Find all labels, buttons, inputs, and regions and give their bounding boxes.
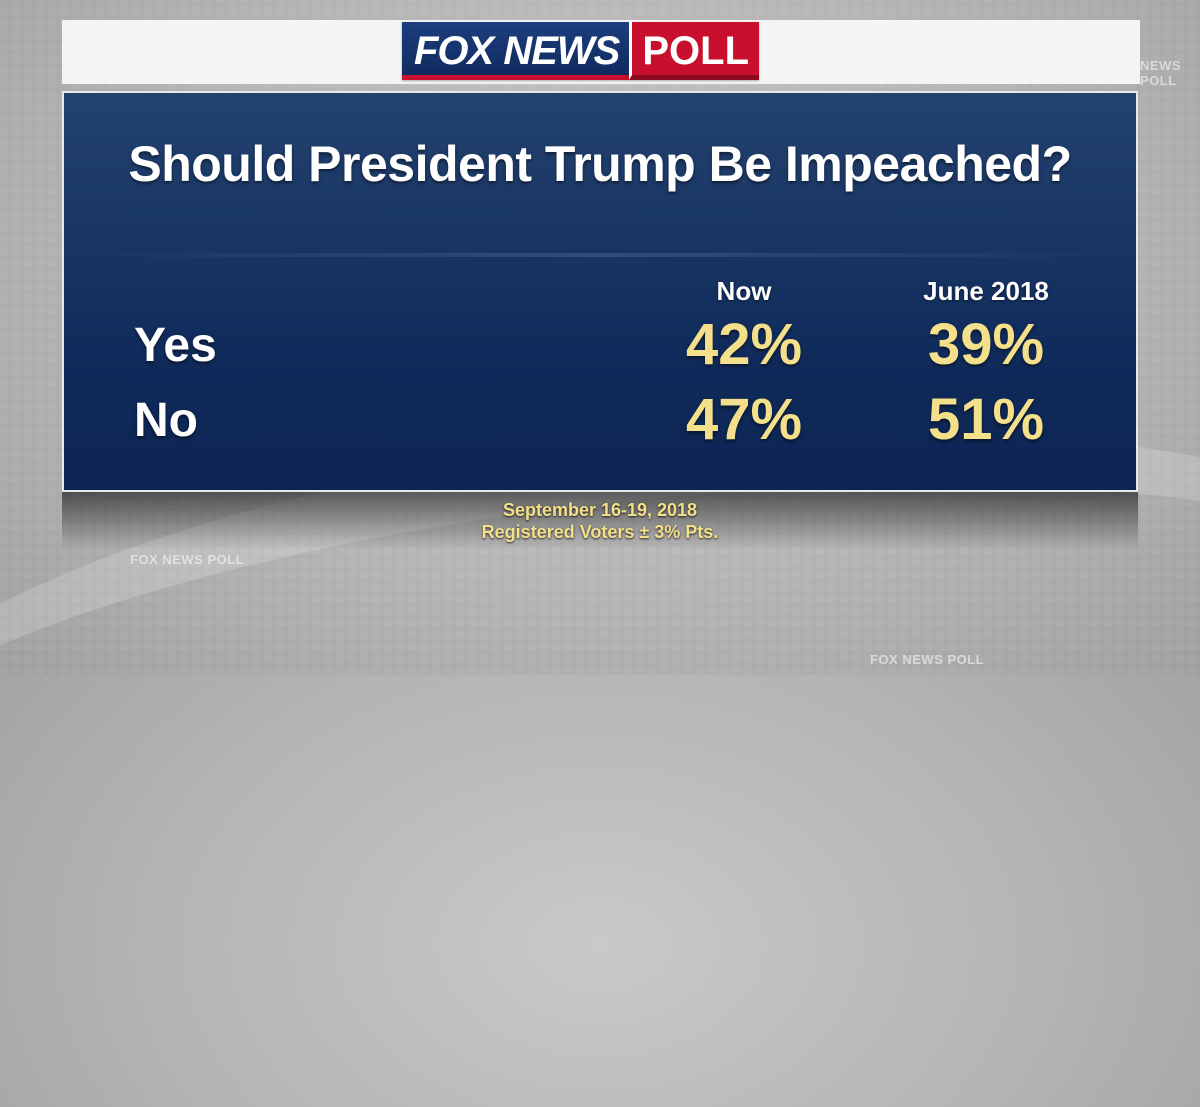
poll-dates: September 16-19, 2018 xyxy=(502,500,698,520)
poll-panel: Should President Trump Be Impeached? Now… xyxy=(62,91,1138,492)
value-no-june-2018: 51% xyxy=(927,387,1045,452)
value-yes-june-2018: 39% xyxy=(927,312,1045,377)
logo-suffix: POLL xyxy=(629,22,760,80)
logo-brand: FOX NEWS xyxy=(402,22,630,80)
row-label-no: No xyxy=(134,394,198,447)
column-header-june-2018: June 2018 xyxy=(923,276,1049,306)
column-header-now: Now xyxy=(716,276,772,306)
background-watermark: NEWS POLL xyxy=(1140,58,1181,88)
panel-divider xyxy=(64,253,1136,257)
value-no-now: 47% xyxy=(685,387,803,452)
background-watermark: FOX NEWS POLL xyxy=(870,652,985,667)
footer-band xyxy=(62,492,1138,550)
row-label-yes: Yes xyxy=(134,319,217,372)
background-watermark: FOX NEWS POLL xyxy=(130,552,245,567)
fox-news-poll-logo: FOX NEWS POLL xyxy=(402,22,760,80)
poll-sample: Registered Voters ± 3% Pts. xyxy=(481,522,719,542)
value-yes-now: 42% xyxy=(685,312,803,377)
poll-question: Should President Trump Be Impeached? xyxy=(128,136,1072,192)
